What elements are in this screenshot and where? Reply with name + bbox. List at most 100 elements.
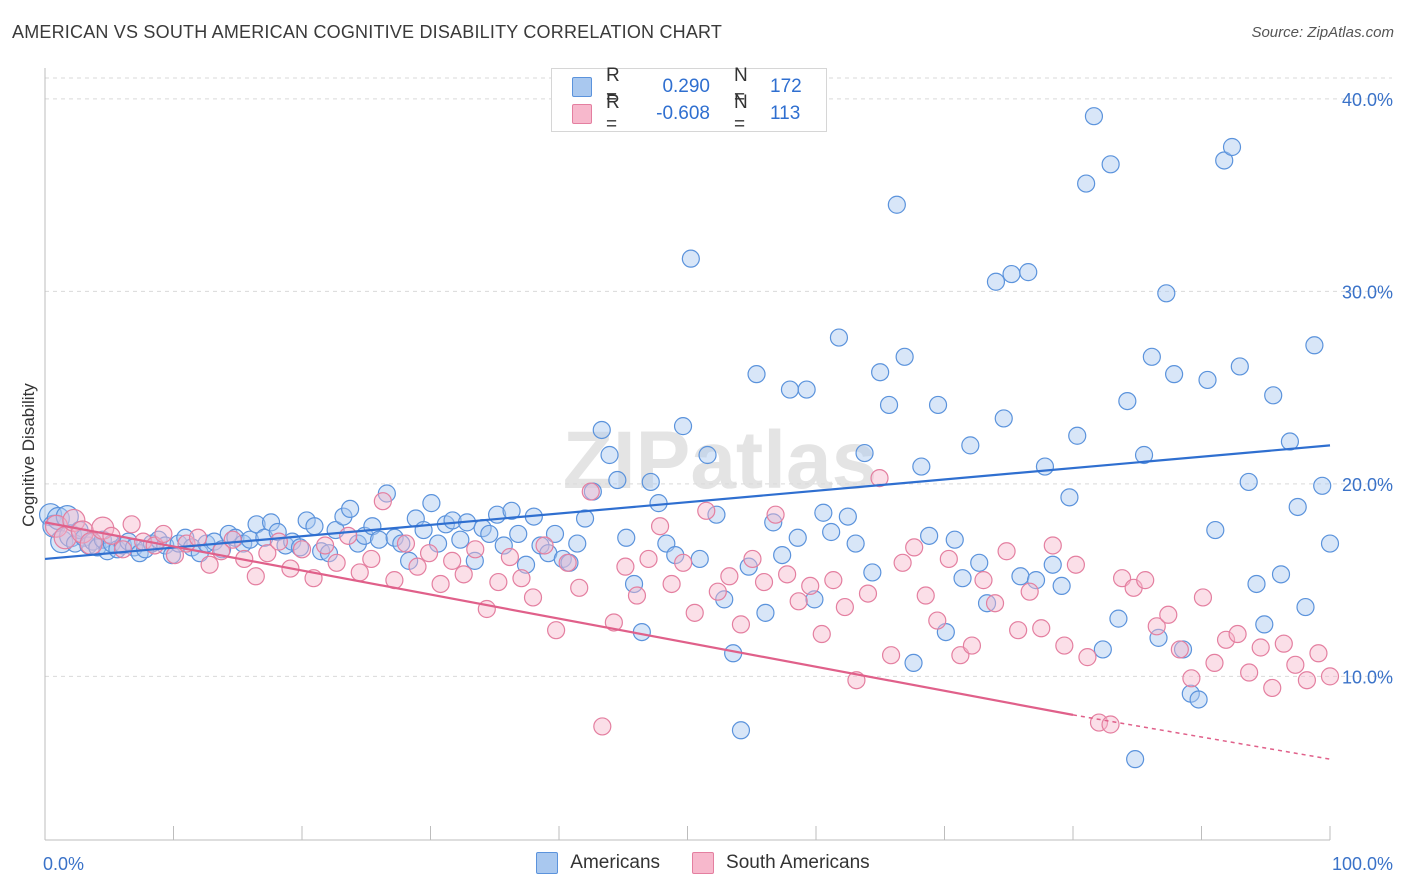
south-american-point: [246, 567, 265, 586]
south-american-point: [489, 572, 508, 592]
american-point: [707, 505, 726, 524]
south-americans-swatch: [692, 852, 715, 874]
american-point: [846, 534, 865, 553]
south-american-point: [466, 540, 485, 559]
american-point: [773, 545, 792, 565]
american-point: [1230, 357, 1249, 376]
american-point: [341, 499, 360, 518]
american-point: [912, 457, 931, 476]
south-american-trend-extension: [1072, 714, 1331, 760]
americans-label: Americans: [570, 852, 661, 873]
american-point: [1198, 370, 1217, 390]
south-american-point: [1159, 605, 1178, 624]
american-point: [797, 380, 816, 399]
legend-item-south-americans[interactable]: South Americans: [692, 852, 870, 874]
south-american-point: [1101, 715, 1120, 734]
american-point: [1271, 565, 1291, 584]
american-point: [690, 549, 709, 569]
american-point: [1222, 137, 1242, 157]
south-american-point: [547, 621, 566, 640]
south-american-r-value: -0.608: [656, 103, 710, 124]
american-n-value: 172: [770, 76, 802, 97]
south-american-point: [362, 549, 381, 569]
american-point: [305, 517, 324, 536]
american-point: [945, 530, 964, 549]
legend-item-americans[interactable]: Americans: [536, 852, 660, 874]
american-point: [1157, 284, 1176, 303]
american-point: [814, 503, 833, 522]
american-point: [268, 522, 287, 542]
american-point: [855, 443, 874, 463]
american-point: [334, 507, 353, 526]
south-american-point: [223, 530, 242, 549]
american-point: [617, 528, 636, 547]
american-point: [838, 507, 857, 526]
american-point: [1142, 347, 1161, 366]
american-point: [879, 395, 899, 415]
american-n-label: N =: [734, 65, 748, 108]
south-american-point: [258, 544, 277, 563]
south-american-point: [1205, 653, 1224, 673]
south-american-point: [1320, 667, 1340, 686]
south-american-point: [870, 469, 889, 488]
south-american-point: [881, 646, 901, 665]
south-american-point: [570, 578, 589, 597]
south-american-point: [443, 551, 462, 570]
south-american-point: [1309, 644, 1328, 663]
south-american-point: [396, 534, 416, 553]
south-american-point: [1193, 588, 1213, 607]
y-tick-label: 40.0%: [1342, 90, 1393, 110]
south-american-point: [431, 574, 450, 594]
south-american-point: [1066, 555, 1085, 574]
american-point: [451, 530, 470, 549]
american-point: [1189, 690, 1208, 709]
south-american-point: [905, 538, 924, 557]
south-american-point: [1274, 634, 1293, 653]
american-point: [600, 445, 619, 465]
american-point: [1011, 567, 1030, 586]
american-point: [756, 603, 775, 622]
south-american-point: [200, 555, 219, 574]
south-american-point: [650, 517, 670, 536]
american-point: [895, 347, 914, 366]
south-american-point: [720, 567, 739, 586]
american-point: [904, 653, 923, 673]
south-american-point: [674, 553, 693, 572]
south-american-point: [928, 611, 947, 630]
south-american-point: [350, 563, 369, 582]
south-american-point: [916, 586, 935, 605]
south-american-point: [824, 571, 843, 590]
american-point: [531, 536, 550, 555]
south-american-point: [801, 576, 820, 596]
south-american-point: [1216, 630, 1236, 649]
american-point: [871, 363, 890, 382]
american-point: [1305, 336, 1324, 355]
south-american-point: [269, 532, 288, 551]
american-point: [1247, 574, 1266, 594]
south-american-point: [1228, 624, 1247, 644]
american-point: [1035, 457, 1055, 476]
correlation-legend: R = 0.290 N = 172 R = -0.608 N = 113: [551, 65, 827, 135]
american-point: [369, 530, 389, 549]
american-point: [788, 528, 807, 547]
south-american-point: [1170, 640, 1189, 659]
south-american-point: [662, 574, 681, 594]
south-american-point: [731, 615, 751, 634]
american-point: [1052, 576, 1071, 596]
american-point: [1043, 555, 1062, 574]
south-american-point: [997, 542, 1016, 561]
south-american-n-value: 113: [770, 103, 801, 124]
americans-swatch: [536, 852, 559, 874]
american-point: [1068, 426, 1087, 445]
american-point: [953, 569, 972, 588]
american-point: [1288, 497, 1307, 517]
series-legend: Americans South Americans: [0, 852, 1406, 874]
american-point: [1206, 520, 1225, 540]
american-point: [731, 721, 751, 740]
south-american-point: [1032, 619, 1051, 638]
american-point: [986, 272, 1006, 291]
south-american-point: [1240, 663, 1259, 682]
american-point: [509, 524, 528, 544]
american-swatch: [572, 77, 592, 97]
american-point: [348, 534, 367, 553]
